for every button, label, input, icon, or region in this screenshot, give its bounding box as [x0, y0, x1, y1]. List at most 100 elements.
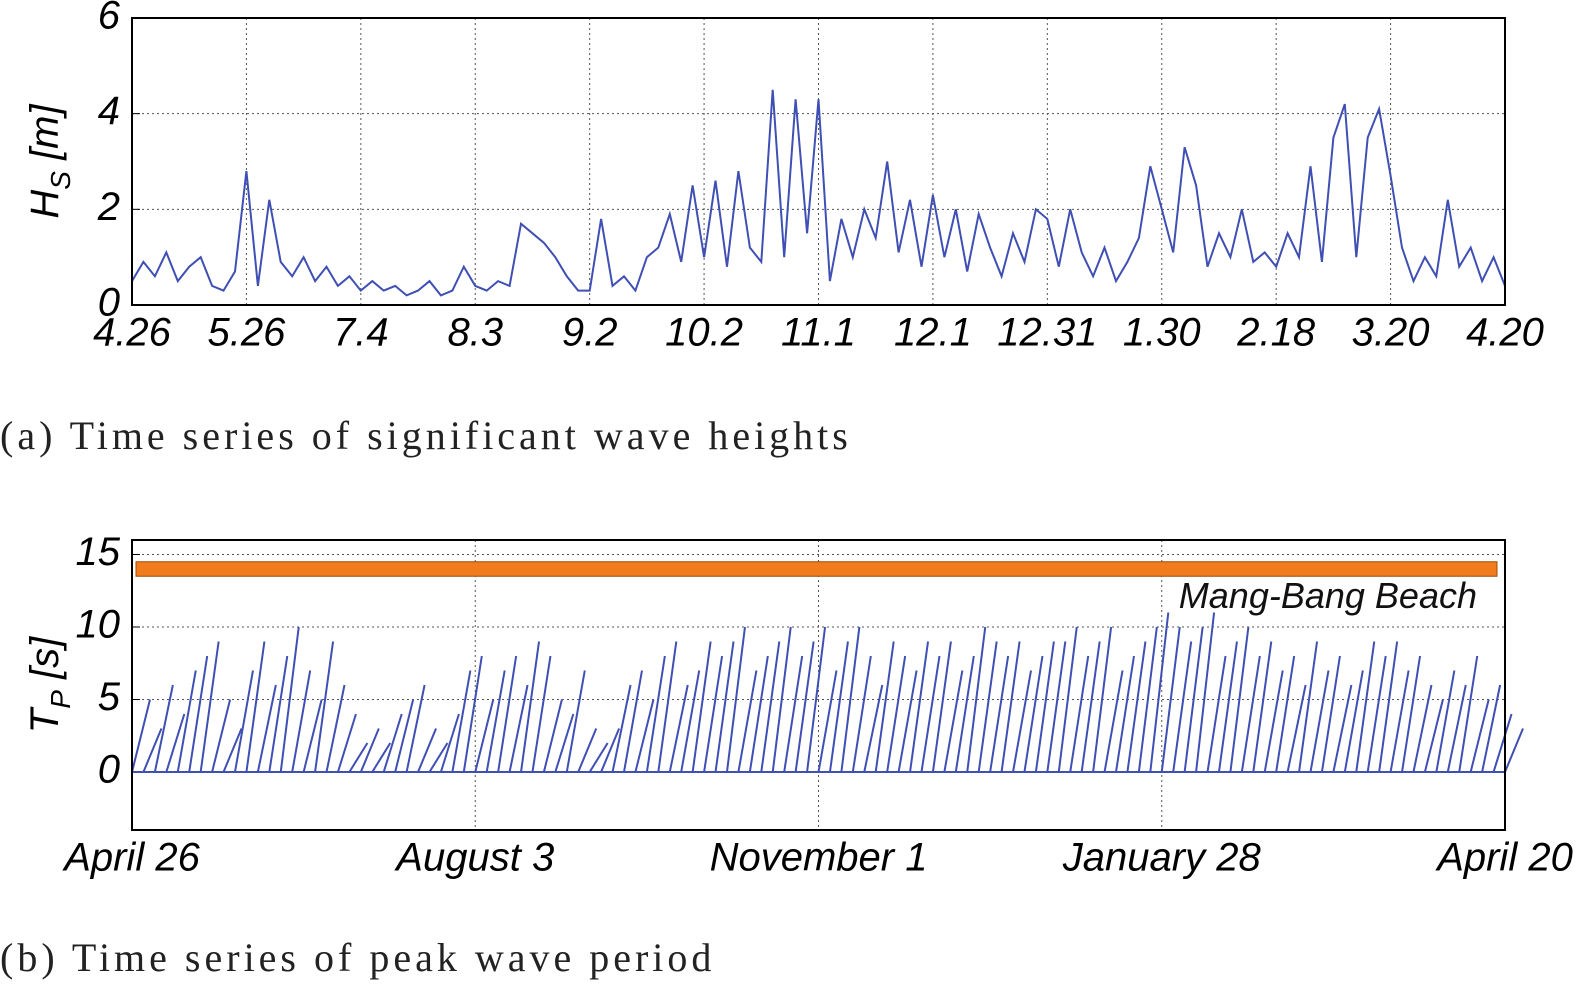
stick	[794, 641, 815, 773]
stick	[1343, 670, 1364, 773]
stick	[1080, 641, 1101, 773]
stick	[462, 655, 483, 773]
stick	[1023, 655, 1044, 773]
stick	[474, 699, 495, 773]
y-axis-label: HS [m]	[23, 104, 76, 219]
stick	[382, 713, 403, 773]
stick	[1366, 655, 1387, 773]
stick	[268, 655, 289, 773]
stick	[1240, 655, 1261, 773]
stick	[1275, 655, 1296, 773]
stick	[1149, 612, 1170, 773]
stick	[1057, 626, 1078, 773]
x-tick-label: 7.4	[333, 311, 389, 355]
stick	[1401, 655, 1422, 773]
stick	[428, 742, 449, 773]
y-tick-label: 15	[76, 530, 121, 574]
y-label-unit: [m]	[23, 104, 67, 172]
stick	[1504, 728, 1524, 773]
y-tick-label: 0	[98, 281, 120, 325]
stick	[851, 655, 872, 773]
stick	[954, 655, 975, 773]
stick	[977, 641, 998, 773]
stick	[714, 641, 735, 773]
stick	[931, 641, 952, 773]
stick	[531, 655, 552, 773]
stick	[657, 641, 678, 773]
stick	[1103, 670, 1124, 773]
stick	[1469, 699, 1490, 773]
x-tick-label: April 26	[62, 836, 200, 880]
stick	[886, 655, 907, 773]
stick	[199, 641, 220, 773]
x-tick-label: 12.31	[997, 311, 1097, 355]
plot-frame	[131, 539, 1506, 831]
stick	[142, 728, 163, 773]
stick	[394, 699, 415, 773]
stick	[371, 742, 392, 773]
stick	[1195, 612, 1216, 773]
stick	[1286, 684, 1307, 773]
stick	[897, 670, 918, 773]
stick	[1355, 641, 1376, 773]
stick	[165, 713, 186, 773]
stick	[623, 670, 643, 773]
x-tick-label: 9.2	[562, 311, 618, 355]
y-label-sub: S	[45, 171, 76, 190]
stick	[806, 626, 827, 773]
stick	[1492, 713, 1513, 773]
stick	[817, 670, 838, 773]
stick	[348, 742, 369, 773]
stick	[1172, 641, 1193, 773]
stick	[325, 684, 346, 773]
x-tick-label: 1.30	[1123, 311, 1201, 355]
stick	[760, 641, 781, 773]
y-tick-label: 0	[98, 748, 120, 792]
stick	[245, 641, 266, 773]
stick	[588, 742, 609, 773]
stick	[1160, 626, 1181, 773]
stick	[1229, 626, 1250, 773]
stick	[680, 670, 701, 773]
stick	[131, 699, 151, 773]
stick	[359, 728, 380, 773]
series-line	[131, 89, 1506, 297]
x-tick-label: 10.2	[665, 311, 743, 355]
stick	[840, 626, 861, 773]
stick	[1114, 655, 1135, 773]
y-label-main: T	[23, 706, 67, 733]
stick	[1412, 684, 1433, 773]
y-tick-label: 4	[98, 89, 120, 133]
stick	[508, 684, 529, 773]
stick	[611, 684, 632, 773]
caption: (b) Time series of peak wave period	[0, 935, 715, 980]
stick	[1446, 684, 1467, 773]
stick	[771, 626, 792, 773]
stick	[497, 655, 518, 773]
stick	[1217, 641, 1238, 773]
stick	[920, 655, 941, 773]
y-tick-label: 6	[98, 0, 121, 38]
stick	[1012, 670, 1032, 773]
stick	[279, 626, 300, 773]
stick	[600, 728, 621, 773]
x-tick-label: 12.1	[894, 311, 972, 355]
stick	[439, 713, 460, 773]
x-tick-label: 11.1	[781, 311, 856, 355]
stick	[645, 655, 666, 773]
stick	[737, 670, 758, 773]
stick	[314, 641, 335, 773]
stick	[1046, 641, 1067, 773]
stick	[1126, 641, 1147, 773]
beach-band	[135, 561, 1498, 577]
stick	[1481, 684, 1502, 773]
stick	[909, 641, 930, 773]
band-label: Mang-Bang Beach	[1179, 575, 1477, 616]
stick	[828, 641, 849, 773]
stick	[874, 641, 895, 773]
stick	[966, 626, 987, 773]
stick	[233, 670, 254, 773]
y-tick-label: 2	[97, 185, 120, 229]
stick	[783, 655, 804, 773]
stick	[1263, 670, 1284, 773]
